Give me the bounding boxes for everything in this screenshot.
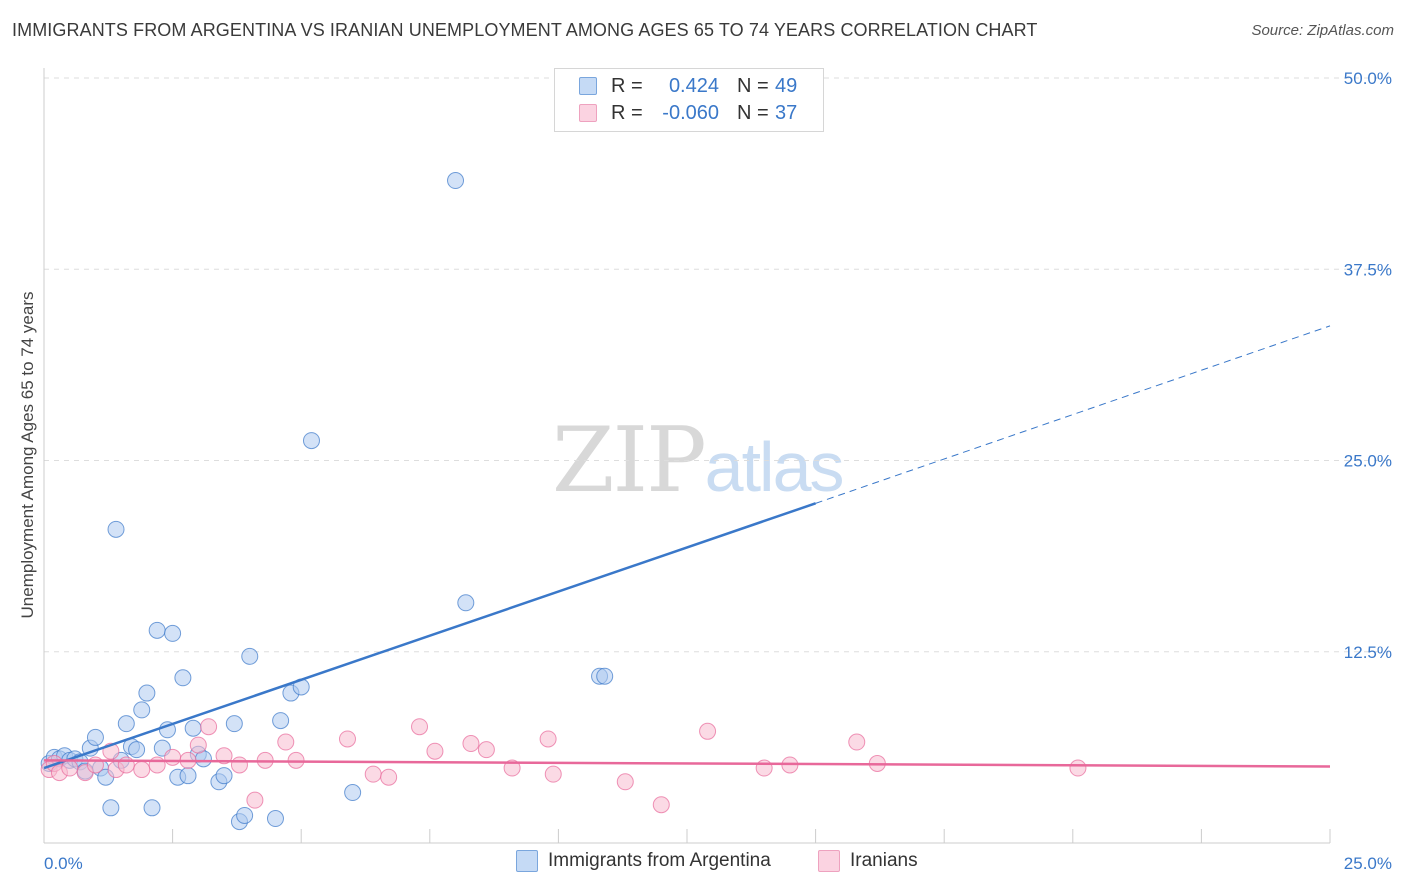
- legend-swatch-blue: [579, 77, 597, 95]
- iranians-point: [477, 741, 495, 759]
- legend-r-label: R =: [611, 101, 643, 124]
- iranians-point: [699, 722, 717, 740]
- legend-label-argentina: Immigrants from Argentina: [548, 850, 771, 871]
- iranians-point: [338, 730, 356, 748]
- argentina-point: [241, 647, 259, 665]
- x-tick-label: 25.0%: [1344, 854, 1392, 873]
- x-tick-label: 0.0%: [44, 854, 83, 873]
- iranians-point: [848, 733, 866, 751]
- iranians-point: [215, 747, 233, 765]
- iranians-point: [246, 791, 264, 809]
- legend-row-argentina: R = 0.424 N = 49: [579, 73, 797, 99]
- legend-swatch-blue: [516, 850, 538, 872]
- iranians-point: [164, 748, 182, 766]
- argentina-point: [302, 432, 320, 450]
- argentina-point: [447, 172, 465, 190]
- y-tick-label: 25.0%: [1344, 452, 1392, 471]
- iranians-point: [462, 735, 480, 753]
- series-legend: Immigrants from Argentina Iranians: [0, 850, 1406, 878]
- argentina-point: [266, 810, 284, 828]
- iranians-point: [133, 761, 151, 779]
- argentina-point: [174, 669, 192, 687]
- chart-title: IMMIGRANTS FROM ARGENTINA VS IRANIAN UNE…: [12, 20, 1038, 40]
- iranians-point: [230, 756, 248, 774]
- iranians-point: [755, 759, 773, 777]
- argentina-point: [86, 728, 104, 746]
- legend-swatch-pink: [818, 850, 840, 872]
- y-tick-label: 12.5%: [1344, 643, 1392, 662]
- legend-r-value: -0.060: [662, 101, 719, 124]
- iranians-point: [200, 718, 218, 736]
- argentina-point: [133, 701, 151, 719]
- iranians-point: [539, 730, 557, 748]
- y-tick-label: 37.5%: [1344, 260, 1392, 279]
- argentina-point: [148, 621, 166, 639]
- iranians-point: [503, 759, 521, 777]
- argentina-point: [179, 767, 197, 785]
- legend-n-label: N =: [737, 101, 769, 124]
- iranians-point: [652, 796, 670, 814]
- legend-item-iranians[interactable]: Iranians: [818, 850, 918, 872]
- iranians-point: [380, 768, 398, 786]
- iranians-point: [148, 756, 166, 774]
- argentina-point: [344, 784, 362, 802]
- source-label: Source: ZipAtlas.com: [1251, 22, 1394, 39]
- iranians-point: [616, 773, 634, 791]
- legend-label-iranians: Iranians: [850, 850, 918, 871]
- iranians-point: [277, 733, 295, 751]
- legend-swatch-pink: [579, 104, 597, 122]
- argentina-point: [184, 719, 202, 737]
- argentina-point: [225, 715, 243, 733]
- argentina-point: [102, 799, 120, 817]
- iranians-trend-line: [43, 759, 1331, 768]
- iranians-point: [426, 742, 444, 760]
- y-axis-label: Unemployment Among Ages 65 to 74 years: [18, 291, 37, 619]
- argentina-point: [107, 520, 125, 538]
- argentina-point: [138, 684, 156, 702]
- legend-item-argentina[interactable]: Immigrants from Argentina: [516, 850, 771, 872]
- watermark-atlas: atlas: [704, 428, 845, 506]
- legend-row-iranians: R = -0.060 N = 37: [579, 100, 797, 126]
- legend-n-label: N =: [737, 74, 769, 97]
- iranians-point: [1069, 759, 1087, 777]
- iranians-point: [544, 765, 562, 783]
- legend-r-value: 0.424: [668, 74, 719, 97]
- legend-r-label: R =: [611, 74, 643, 97]
- iranians-point: [117, 756, 135, 774]
- argentina-trend-line: [43, 502, 817, 770]
- argentina-point: [236, 806, 254, 824]
- argentina-point: [215, 767, 233, 785]
- argentina-point: [128, 741, 146, 759]
- argentina-point: [143, 799, 161, 817]
- legend-n-value: 49: [775, 74, 798, 97]
- legend-n-value: 37: [775, 101, 798, 124]
- correlation-legend: R = 0.424 N = 49 R = -0.060 N = 37: [554, 68, 824, 132]
- argentina-point: [457, 594, 475, 612]
- iranians-point: [364, 765, 382, 783]
- argentina-point: [117, 715, 135, 733]
- argentina-point: [164, 624, 182, 642]
- argentina-trend-extension: [815, 325, 1331, 504]
- iranians-point: [411, 718, 429, 736]
- argentina-point: [596, 667, 614, 685]
- argentina-point: [272, 712, 290, 730]
- iranians-point: [189, 736, 207, 754]
- y-tick-label: 50.0%: [1344, 69, 1392, 88]
